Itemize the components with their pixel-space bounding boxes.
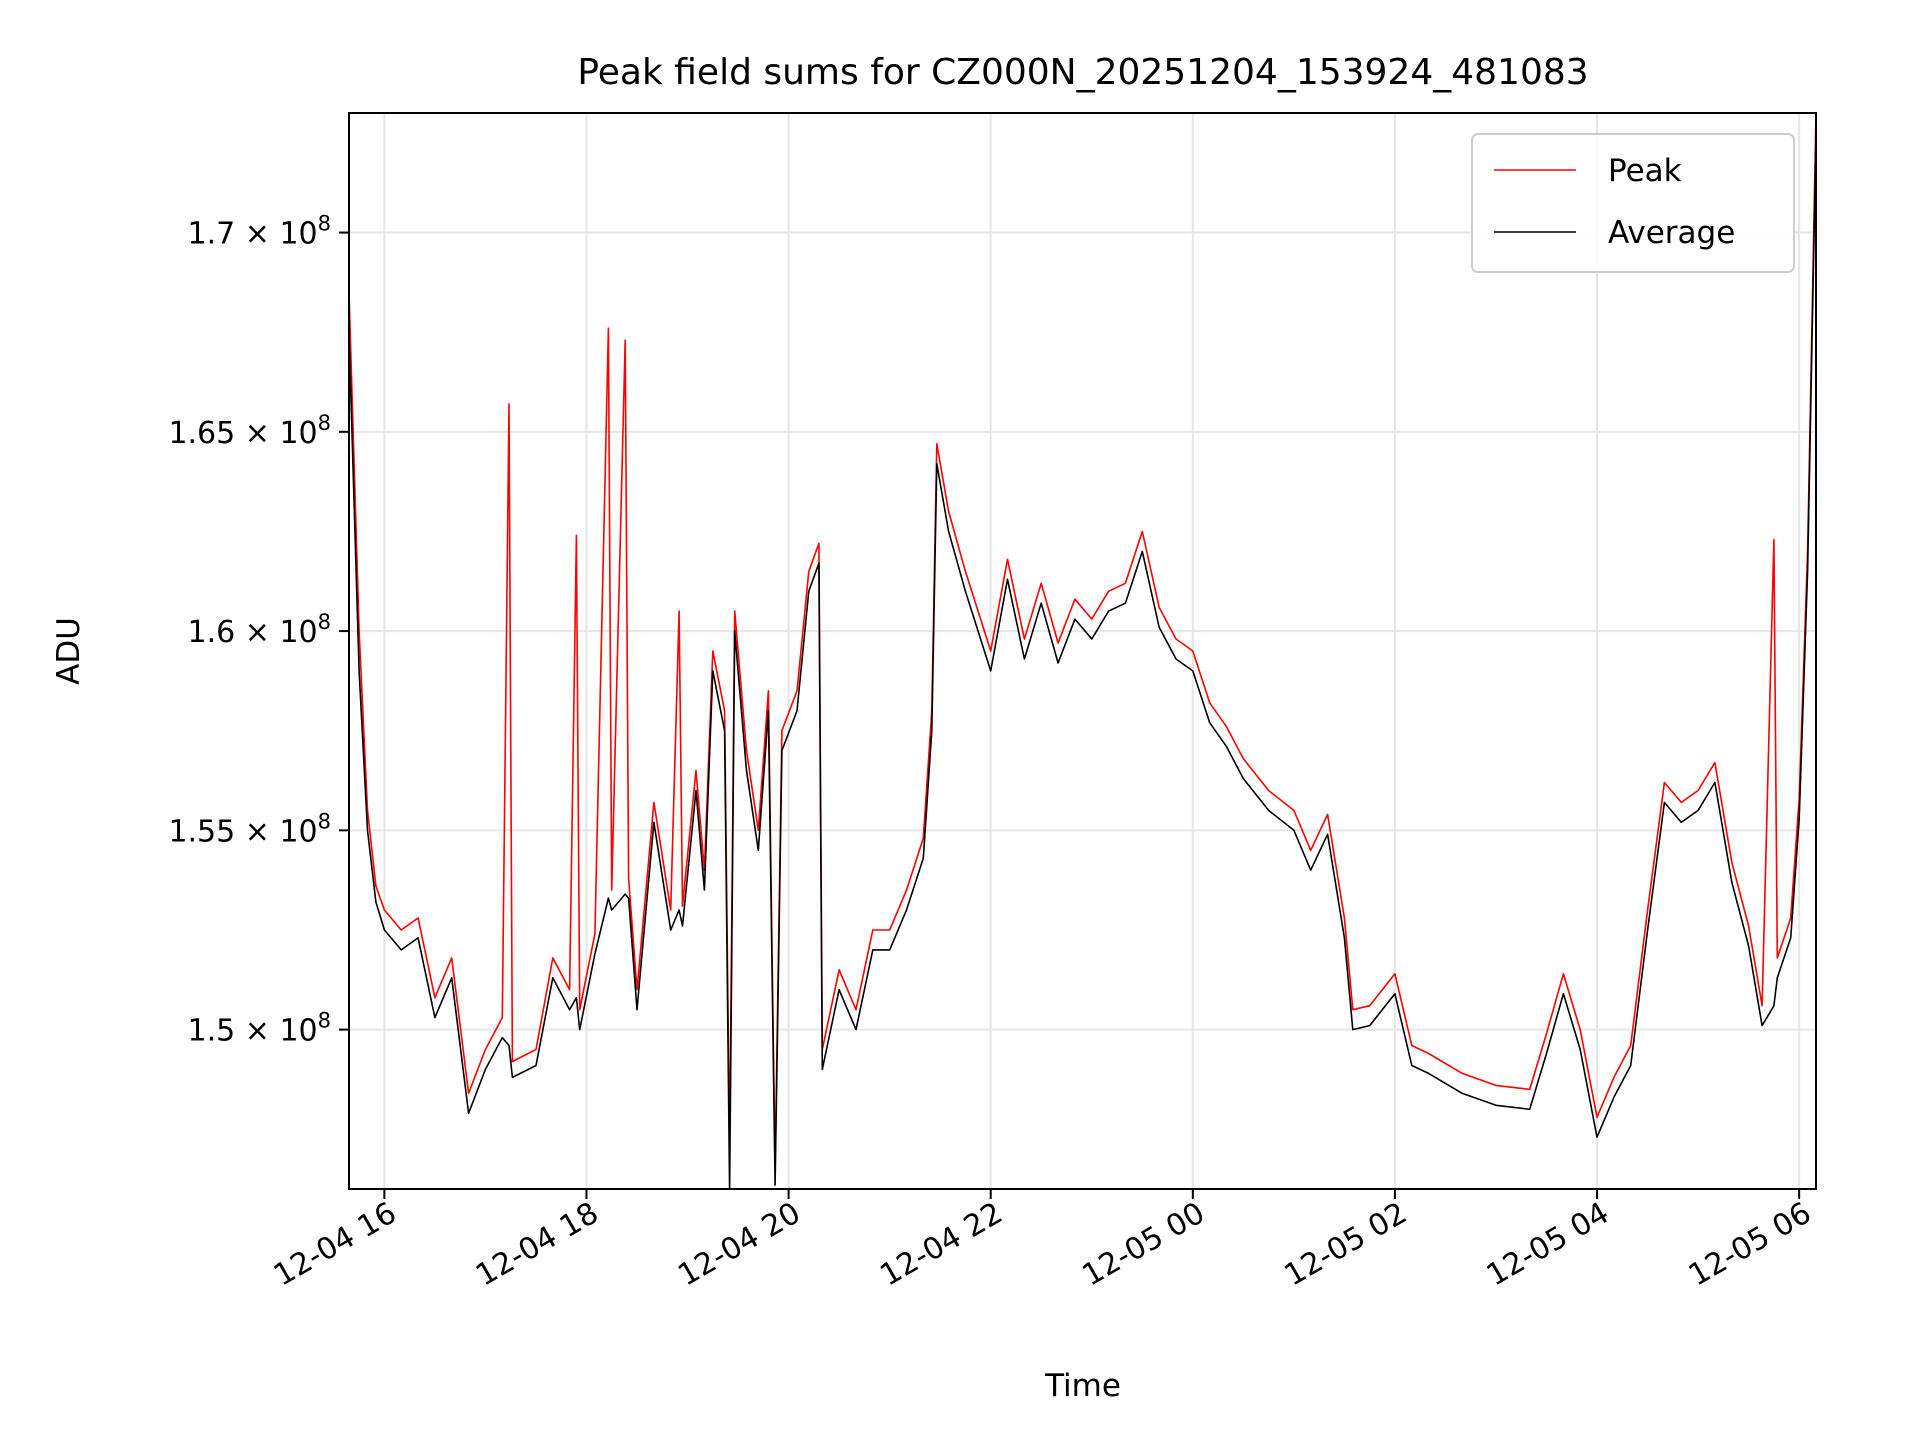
series-line-average xyxy=(348,132,1817,1190)
y-axis-title: ADU xyxy=(51,617,87,685)
y-tick-label: 1.6 × 108 xyxy=(188,610,331,650)
series-line-peak xyxy=(348,112,1817,1170)
x-axis-title: Time xyxy=(1044,1368,1121,1404)
y-tick-label: 1.7 × 108 xyxy=(188,212,331,252)
chart-title: Peak field sums for CZ000N_20251204_1539… xyxy=(577,52,1588,93)
legend: Peak Average xyxy=(1471,133,1795,273)
y-tick-label: 1.65 × 108 xyxy=(168,411,331,451)
legend-label-peak: Peak xyxy=(1608,153,1682,189)
plot-frame xyxy=(348,112,1817,1190)
y-tick-label: 1.55 × 108 xyxy=(168,809,331,849)
legend-box xyxy=(1471,133,1795,273)
legend-label-average: Average xyxy=(1608,215,1735,251)
y-axis: 1.5 × 108 1.55 × 108 1.6 × 108 1.65 × 108 1.… xyxy=(168,212,349,1049)
grid xyxy=(349,113,1816,1189)
series-lines xyxy=(348,112,1817,1190)
y-tick-label: 1.5 × 108 xyxy=(188,1009,331,1049)
